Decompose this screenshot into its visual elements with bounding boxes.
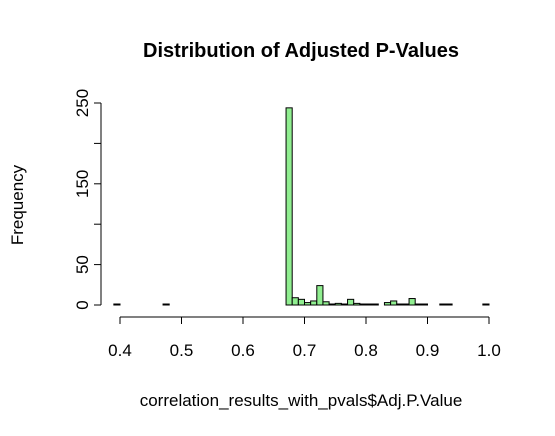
histogram-bar-17 [383, 302, 392, 306]
histogram-bar-20 [402, 303, 410, 306]
y-axis-label: Frequency [8, 164, 27, 245]
histogram-bar-3 [291, 297, 299, 306]
x-tick-label: 0.8 [354, 341, 378, 360]
x-tick-label: 0.5 [170, 341, 194, 360]
histogram-bar-9 [328, 303, 336, 306]
histogram-bar-21 [408, 298, 416, 306]
histogram-bars [113, 107, 490, 306]
histogram-bar-23 [420, 303, 429, 306]
x-tick-label: 0.6 [231, 341, 255, 360]
histogram-bar-26 [482, 303, 490, 306]
y-axis: 0 50 150 250 [73, 89, 102, 310]
x-tick-label: 0.7 [293, 341, 317, 360]
y-tick-label: 50 [73, 255, 92, 274]
histogram-bar-22 [414, 303, 422, 306]
histogram-bar-1 [162, 303, 170, 306]
histogram-bar-5 [304, 302, 312, 306]
histogram-bar-14 [359, 303, 367, 306]
histogram-bar-15 [365, 303, 373, 306]
histogram-bar-10 [334, 302, 342, 306]
histogram-bar-11 [340, 303, 349, 306]
histogram-bar-12 [347, 298, 355, 306]
histogram-bar-24 [439, 303, 447, 306]
x-tick-label: 0.9 [416, 341, 440, 360]
histogram-bar-4 [297, 298, 306, 306]
histogram-bar-7 [316, 285, 324, 306]
histogram-bar-16 [371, 303, 379, 306]
histogram-bar-6 [310, 300, 318, 306]
histogram-bar-18 [390, 300, 398, 306]
x-tick-label: 1.0 [477, 341, 501, 360]
x-axis-label: correlation_results_with_pvals$Adj.P.Val… [140, 391, 463, 410]
y-tick-label: 250 [73, 89, 92, 117]
histogram-bar-25 [445, 303, 453, 306]
chart-title: Distribution of Adjusted P-Values [143, 40, 459, 62]
histogram-bar-19 [396, 303, 404, 306]
histogram-bar-2 [285, 107, 293, 306]
y-tick-label: 150 [73, 170, 92, 198]
histogram-bar-0 [113, 303, 121, 306]
x-axis: 0.4 0.5 0.6 0.7 0.8 0.9 1.0 [108, 316, 501, 360]
y-tick-label: 0 [73, 300, 92, 309]
histogram-bar-13 [353, 302, 361, 306]
x-tick-label: 0.4 [108, 341, 132, 360]
histogram-bar-8 [322, 301, 330, 306]
